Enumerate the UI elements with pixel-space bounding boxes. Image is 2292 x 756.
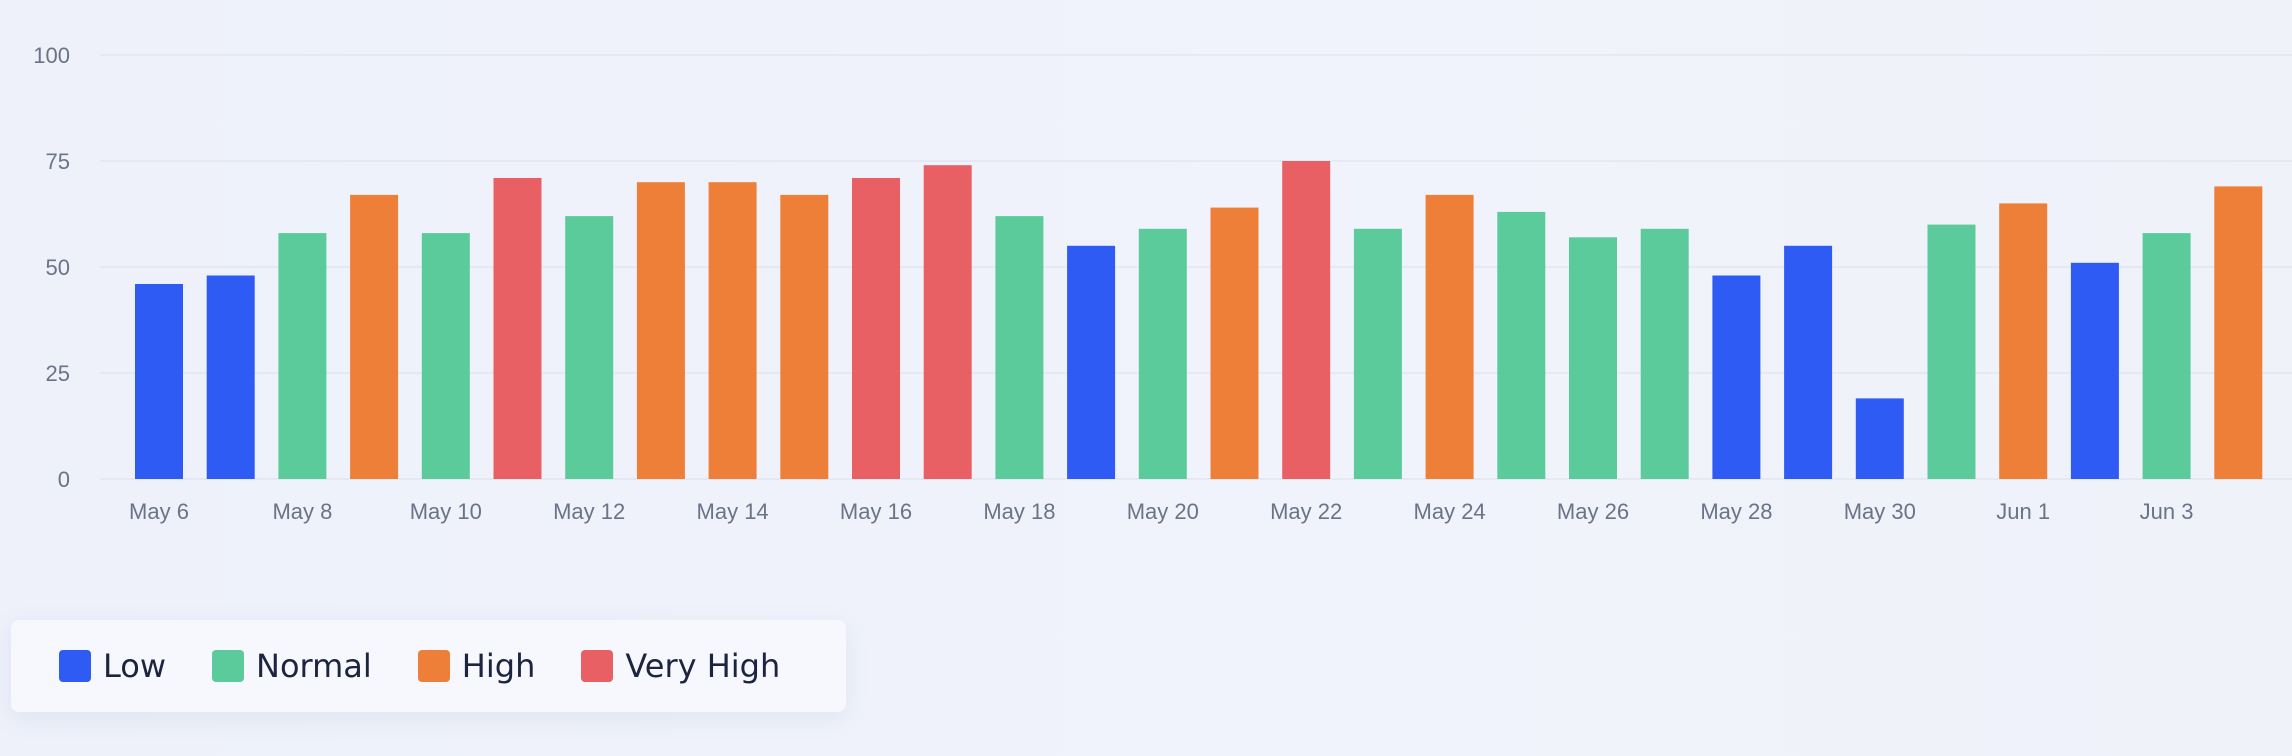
x-tick-label: May 12: [553, 499, 625, 524]
legend-item-high[interactable]: High: [417, 647, 536, 685]
bar-may-12[interactable]: [565, 216, 614, 479]
y-tick-label: 50: [46, 255, 70, 280]
x-tick-label: Jun 1: [1996, 499, 2050, 524]
legend-swatch: [417, 650, 450, 682]
x-tick-label: May 26: [1557, 499, 1629, 524]
bar-may-7[interactable]: [206, 275, 255, 480]
legend-label: Very High: [625, 647, 781, 685]
bar-may-21[interactable]: [1210, 207, 1259, 479]
bar-may-22[interactable]: [1282, 161, 1331, 479]
bar-may-11[interactable]: [493, 178, 542, 479]
y-tick-label: 25: [46, 361, 70, 386]
bar-jun-4[interactable]: [2214, 186, 2263, 479]
bar-may-23[interactable]: [1353, 228, 1402, 479]
y-tick-label: 75: [46, 149, 70, 174]
legend-swatch: [59, 650, 91, 682]
x-tick-label: May 28: [1700, 499, 1772, 524]
bar-may-6[interactable]: [135, 284, 183, 479]
bar-may-15[interactable]: [780, 194, 829, 479]
bar-may-14[interactable]: [708, 182, 757, 479]
x-tick-label: May 6: [129, 499, 189, 524]
bar-may-19[interactable]: [1067, 245, 1116, 479]
y-tick-label: 100: [33, 43, 70, 68]
legend: Low Normal High Very High: [11, 620, 846, 712]
x-tick-label: May 22: [1270, 499, 1342, 524]
bar-may-8[interactable]: [278, 233, 327, 479]
bar-may-26[interactable]: [1569, 237, 1617, 479]
legend-label: Low: [103, 647, 167, 685]
x-tick-label: May 18: [983, 499, 1055, 524]
bar-may-27[interactable]: [1640, 228, 1689, 479]
bar-may-10[interactable]: [421, 233, 470, 479]
legend-swatch: [212, 650, 245, 682]
bar-may-16[interactable]: [852, 178, 900, 479]
bar-jun-2[interactable]: [2070, 262, 2119, 479]
x-axis: May 6 May 8 May 10 May 12 May 14 May 16 May 18…: [129, 499, 2193, 524]
bar-may-17[interactable]: [923, 165, 972, 479]
x-tick-label: May 14: [697, 499, 769, 524]
legend-item-very-high[interactable]: Very High: [581, 647, 780, 685]
legend-label: High: [461, 647, 536, 685]
x-tick-label: May 16: [840, 499, 912, 524]
bar-may-30[interactable]: [1855, 398, 1904, 479]
bar-jun-3[interactable]: [2142, 233, 2191, 479]
bar-may-18[interactable]: [995, 216, 1044, 479]
bar-may-24[interactable]: [1425, 194, 1474, 479]
bar-jun-1[interactable]: [1999, 203, 2048, 479]
x-tick-label: May 8: [272, 499, 332, 524]
bar-may-13[interactable]: [636, 182, 685, 479]
x-tick-label: May 24: [1414, 499, 1486, 524]
bar-may-29[interactable]: [1784, 245, 1833, 479]
x-tick-label: May 10: [410, 499, 482, 524]
bar-may-28[interactable]: [1712, 275, 1761, 480]
bars: [135, 161, 2263, 480]
y-tick-label: 0: [58, 467, 70, 492]
x-tick-label: Jun 3: [2140, 499, 2194, 524]
x-tick-label: May 30: [1844, 499, 1916, 524]
legend-item-low[interactable]: Low: [59, 647, 166, 685]
x-tick-label: May 20: [1127, 499, 1199, 524]
bar-may-25[interactable]: [1497, 211, 1546, 479]
legend-label: Normal: [256, 647, 372, 685]
bar-may-31[interactable]: [1927, 224, 1976, 479]
y-axis: 0 25 50 75 100: [33, 43, 70, 492]
bar-may-20[interactable]: [1138, 228, 1187, 479]
legend-item-normal[interactable]: Normal: [212, 647, 372, 685]
legend-swatch: [581, 650, 614, 682]
bar-may-9[interactable]: [350, 194, 399, 479]
